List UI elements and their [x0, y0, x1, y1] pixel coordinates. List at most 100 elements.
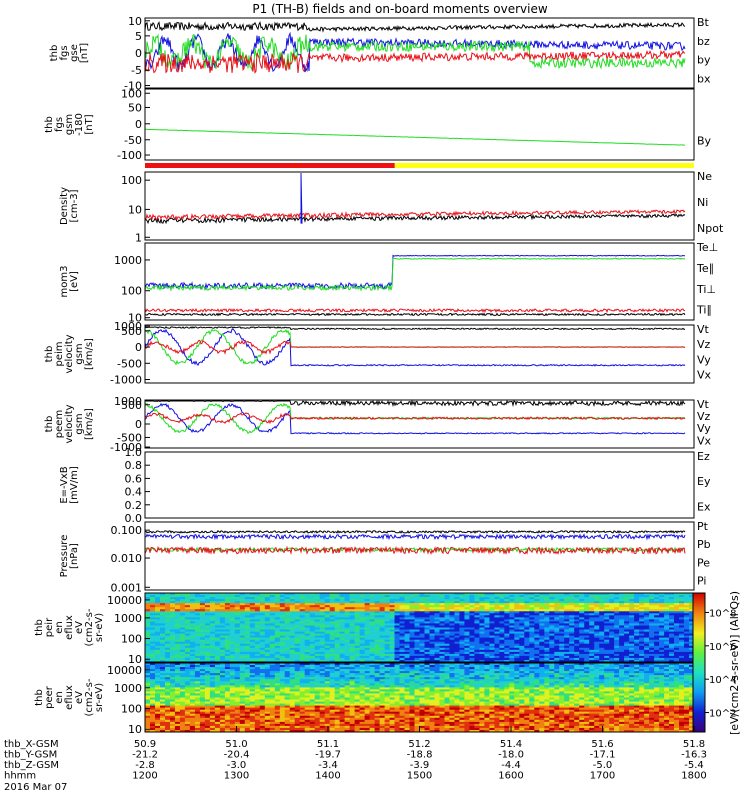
spectrogram-cell	[494, 675, 500, 678]
spectrogram-cell	[509, 673, 515, 676]
spectrogram-cell	[669, 611, 675, 614]
spectrogram-cell	[684, 625, 690, 628]
spectrogram-cell	[294, 625, 301, 628]
spectrogram-cell	[484, 667, 490, 670]
legend-Pi: Pi	[697, 575, 706, 588]
spectrogram-cell	[309, 647, 316, 651]
spectrogram-cell	[504, 681, 510, 684]
spectrogram-cell	[674, 653, 680, 657]
spectrogram-cell	[414, 651, 420, 655]
spectrogram-cell	[150, 599, 156, 602]
spectrogram-cell	[254, 633, 261, 636]
spectrogram-cell	[209, 629, 216, 632]
spectrogram-cell	[664, 660, 670, 663]
spectrogram-cell	[145, 665, 151, 668]
spectrogram-cell	[529, 681, 535, 684]
spectrogram-cell	[204, 619, 211, 622]
spectrogram-cell	[244, 655, 251, 659]
spectrogram-cell	[349, 615, 355, 618]
spectrogram-cell	[419, 663, 425, 666]
spectrogram-cell	[264, 617, 271, 620]
spectrogram-cell	[604, 613, 610, 616]
spectrogram-cell	[529, 649, 535, 653]
spectrogram-cell	[639, 635, 645, 638]
spectrogram-cell	[439, 675, 445, 678]
spectrogram-cell	[439, 637, 445, 640]
spectrogram-cell	[189, 601, 196, 604]
spectrogram-cell	[354, 657, 360, 661]
spectrogram-cell	[689, 647, 695, 651]
spectrogram-cell	[269, 601, 276, 604]
series-Ni	[144, 213, 686, 225]
spectrogram-cell	[364, 643, 370, 647]
spectrogram-cell	[444, 635, 450, 638]
spectrogram-cell	[399, 681, 405, 684]
spectrogram-cell	[334, 595, 341, 598]
spectrogram-cell	[239, 603, 246, 606]
spectrogram-cell	[284, 649, 291, 653]
spectrogram-cell	[204, 653, 211, 657]
spectrogram-cell	[559, 667, 565, 670]
spectrogram-cell	[364, 663, 370, 666]
spectrogram-cell	[184, 635, 191, 638]
spectrogram-cell	[574, 647, 580, 651]
spectrogram-cell	[309, 633, 316, 636]
spectrogram-cell	[389, 671, 395, 674]
spectrogram-cell	[659, 647, 665, 651]
spectrogram-cell	[599, 655, 605, 659]
spectrogram-cell	[174, 615, 181, 618]
spectrogram-cell	[499, 603, 505, 606]
spectrogram-cell	[509, 599, 515, 602]
spectrogram-cell	[234, 665, 241, 668]
spectrogram-cell	[274, 619, 281, 622]
y-tick-label: -500	[117, 431, 142, 444]
spectrogram-cell	[539, 615, 545, 618]
spectrogram-cell	[204, 639, 211, 643]
spectrogram-cell	[434, 645, 440, 649]
spectrogram-cell	[484, 645, 490, 649]
spectrogram-cell	[284, 639, 291, 643]
spectrogram-cell	[624, 607, 630, 610]
spectrogram-cell	[514, 597, 520, 600]
spectrogram-cell	[274, 635, 281, 638]
spectrogram-cell	[165, 623, 171, 626]
spectrogram-cell	[279, 667, 286, 670]
spectrogram-cell	[459, 621, 465, 624]
spectrogram-cell	[254, 601, 261, 604]
spectrogram-cell	[369, 667, 375, 670]
spectrogram-cell	[549, 593, 555, 596]
spectrogram-cell	[434, 627, 440, 630]
spectrogram-cell	[579, 625, 585, 628]
spectrogram-cell	[434, 641, 440, 645]
spectrogram-cell	[155, 655, 161, 659]
spectrogram-cell	[434, 623, 440, 626]
spectrogram-cell	[609, 613, 615, 616]
spectrogram-cell	[199, 660, 206, 663]
spectrogram-cell	[649, 677, 655, 680]
spectrogram-cell	[679, 609, 685, 612]
spectrogram-cell	[214, 677, 221, 680]
spectrogram-cell	[165, 627, 171, 630]
spectrogram-cell	[224, 675, 231, 678]
spectrogram-cell	[254, 675, 261, 678]
spectrogram-cell	[594, 660, 600, 663]
spectrogram-cell	[289, 641, 296, 645]
spectrogram-cell	[649, 631, 655, 634]
spectrogram-cell	[344, 593, 350, 596]
spectrogram-cell	[534, 599, 540, 602]
spectrogram-cell	[304, 643, 311, 647]
spectrogram-cell	[165, 619, 171, 622]
spectrogram-cell	[249, 665, 256, 668]
spectrogram-cell	[534, 621, 540, 624]
spectrogram-cell	[304, 593, 311, 596]
spectrogram-cell	[649, 599, 655, 602]
spectrogram-cell	[634, 665, 640, 668]
spectrogram-cell	[629, 649, 635, 653]
spectrogram-cell	[334, 599, 341, 602]
spectrogram-cell	[204, 599, 211, 602]
spectrogram-cell	[339, 663, 345, 666]
spectrogram-cell	[369, 673, 375, 676]
spectrogram-cell	[384, 593, 390, 596]
spectrogram-cell	[609, 605, 615, 608]
spectrogram-cell	[479, 671, 485, 674]
